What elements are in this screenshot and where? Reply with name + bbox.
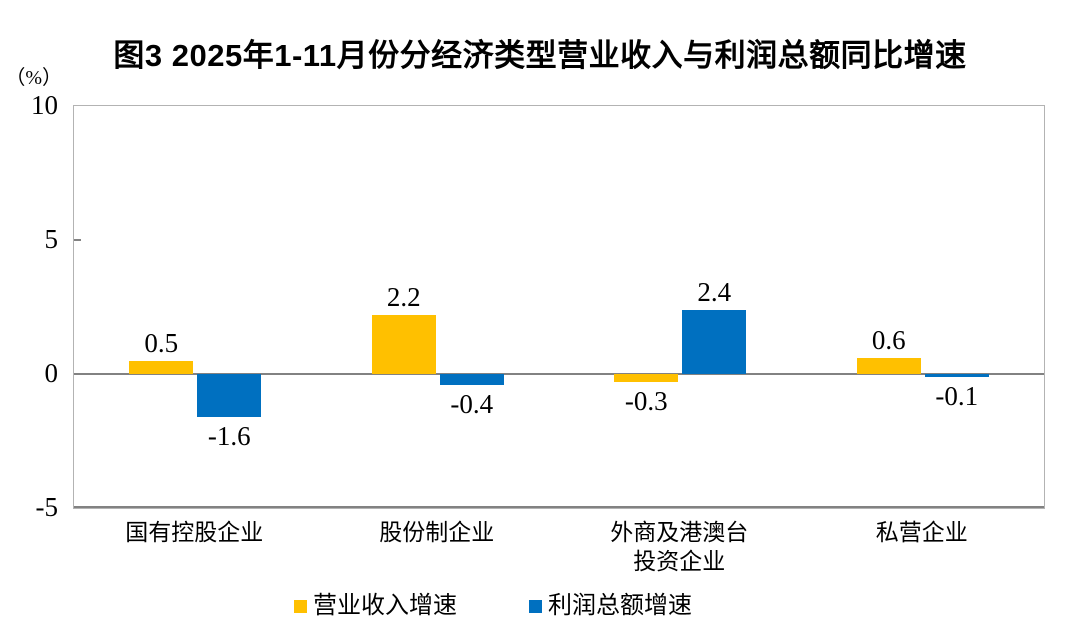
bar-利润总额增速-私营企业	[924, 374, 989, 377]
bar-value-label: 2.2	[386, 282, 421, 313]
bar-营业收入增速-股份制企业	[371, 315, 436, 374]
bar-value-label: -0.3	[624, 386, 668, 417]
y-tick-label: 10	[31, 90, 58, 120]
bar-value-label: 0.5	[144, 327, 179, 358]
category-label: 国有控股企业	[125, 520, 264, 545]
bar-value-label: 0.6	[871, 324, 906, 355]
bar-利润总额增速-股份制企业	[439, 374, 504, 385]
x-axis-line	[74, 506, 1044, 508]
category-label: 外商及港澳台 投资企业	[610, 520, 749, 574]
bar-value-label: -0.1	[935, 380, 979, 411]
bar-value-label: -1.6	[207, 420, 251, 451]
legend: 营业收入增速 利润总额增速	[0, 592, 1033, 620]
legend-item: 利润总额增速	[529, 592, 692, 620]
y-tick-label: 5	[44, 224, 59, 254]
bar-利润总额增速-外商及港澳台	[682, 309, 747, 374]
bar-营业收入增速-国有控股企业	[129, 360, 194, 374]
plot-area: 0.5 -1.6 2.2 -0.4 -0.3 2.4 0.6 -0.1	[73, 105, 1045, 509]
legend-swatch-icon	[529, 599, 542, 613]
y-tick-label: -5	[35, 492, 59, 522]
bar-利润总额增速-国有控股企业	[197, 374, 262, 417]
y-axis-tick	[74, 239, 81, 241]
zero-gridline	[74, 373, 1044, 375]
bar-value-label: 2.4	[697, 276, 732, 307]
legend-label: 利润总额增速	[548, 593, 692, 619]
legend-swatch-icon	[294, 599, 307, 613]
bar-营业收入增速-外商及港澳台	[614, 374, 679, 383]
legend-item: 营业收入增速	[294, 592, 457, 620]
category-label: 私营企业	[875, 520, 968, 545]
chart-title: 图3 2025年1-11月份分经济类型营业收入与利润总额同比增速	[113, 38, 967, 73]
y-axis-unit-label: （%）	[5, 67, 62, 89]
bar-value-label: -0.4	[450, 388, 494, 419]
bar-营业收入增速-私营企业	[856, 357, 921, 374]
y-tick-label: 0	[44, 358, 59, 388]
category-label: 股份制企业	[379, 520, 495, 545]
legend-label: 营业收入增速	[313, 593, 457, 619]
